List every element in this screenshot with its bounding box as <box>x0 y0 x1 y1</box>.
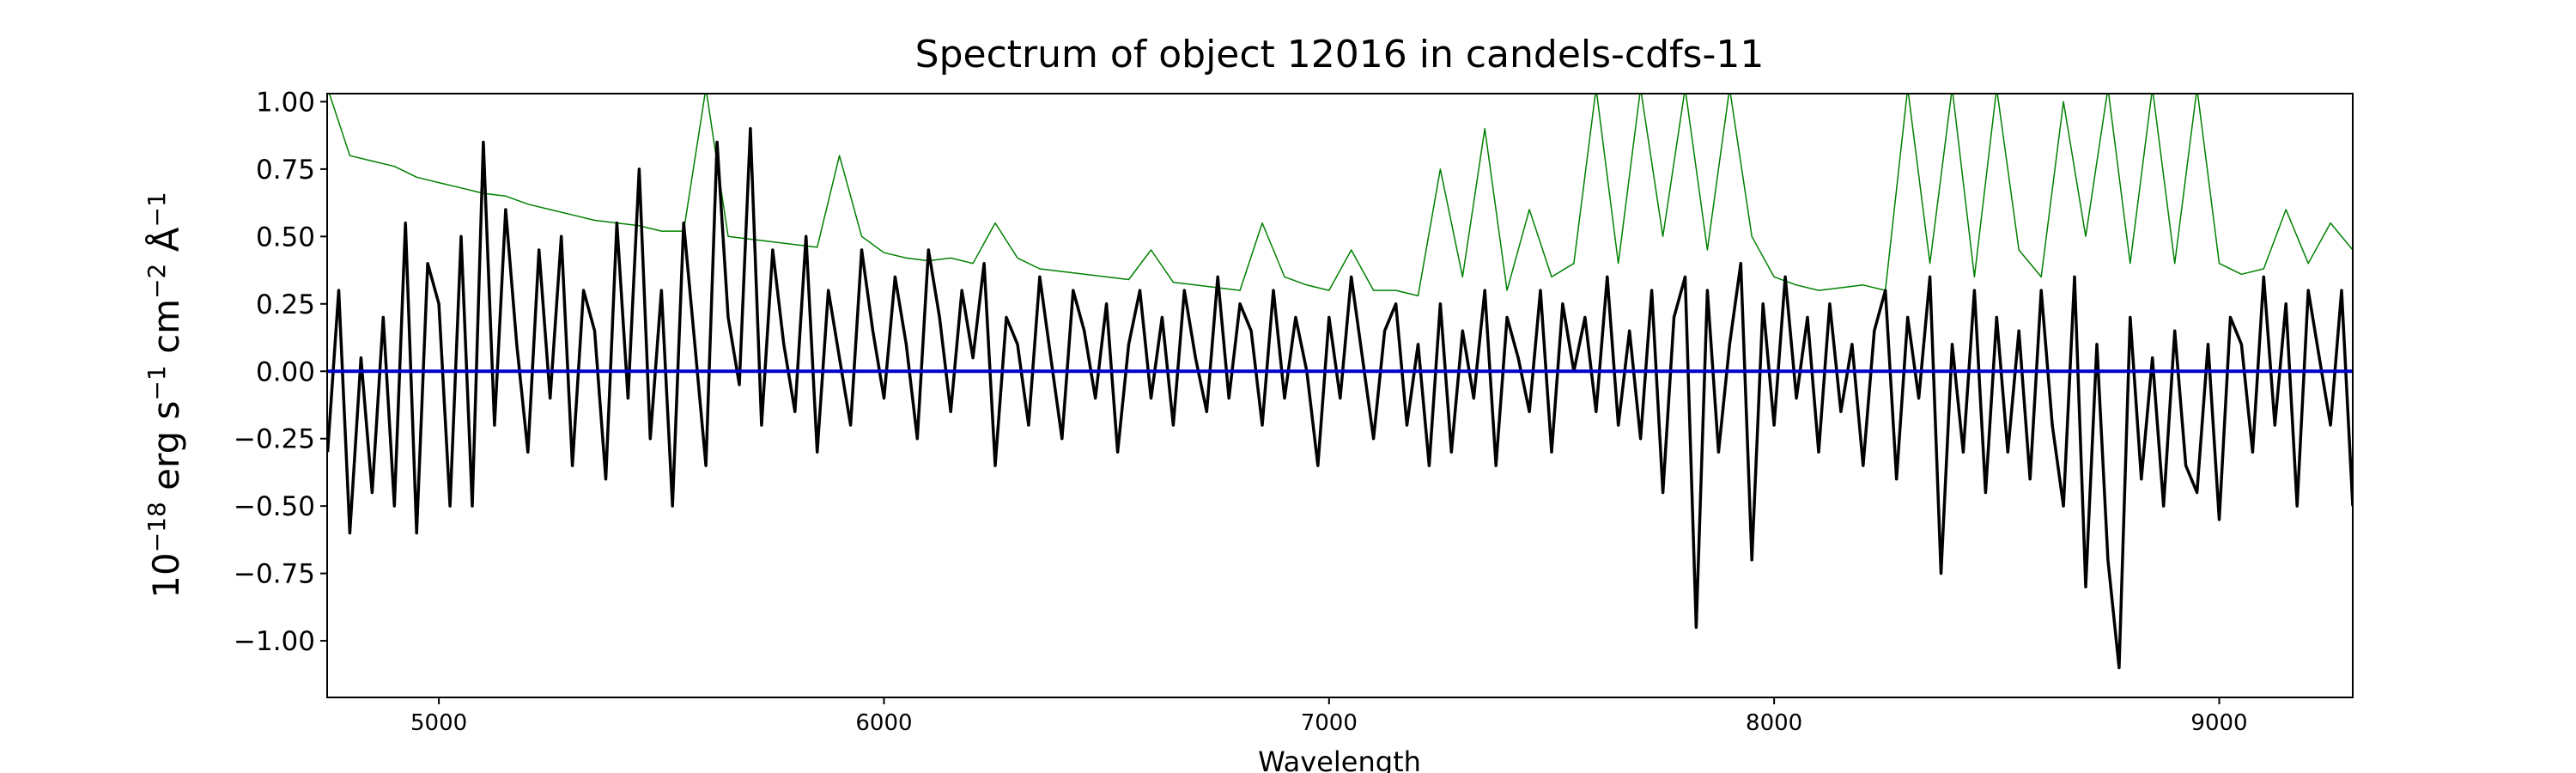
x-axis-label: Wavelength <box>1258 746 1421 773</box>
x-tick-label: 6000 <box>855 710 912 736</box>
y-tick-label: −0.25 <box>234 424 315 455</box>
y-label-sup: −1 <box>143 192 171 227</box>
x-tick-label: 8000 <box>1746 710 1802 736</box>
x-tick-label: 7000 <box>1301 710 1358 736</box>
y-label-sup: −1 <box>143 365 171 400</box>
axes-frame <box>326 93 2354 698</box>
y-label-part: Å <box>144 227 187 263</box>
y-tick-label: −0.75 <box>234 559 315 590</box>
x-tick-label: 9000 <box>2190 710 2247 736</box>
y-label-sup: −2 <box>143 264 171 299</box>
y-tick-label: 0.25 <box>256 289 315 320</box>
y-label-part: 10 <box>145 552 187 598</box>
x-axis-ticks: 5000 6000 7000 8000 9000 <box>410 697 2248 736</box>
x-tick-label: 5000 <box>410 710 467 736</box>
chart-title: Spectrum of object 12016 in candels-cdfs… <box>915 33 1765 76</box>
y-label-part: cm <box>145 299 187 365</box>
y-axis-label: 10−18 erg s−1 cm−2 Å−1 <box>143 192 187 598</box>
flux-series-line <box>327 127 2353 670</box>
y-tick-label: −0.50 <box>234 491 315 522</box>
y-label-sup: −18 <box>143 502 171 552</box>
y-tick-label: −1.00 <box>234 626 315 657</box>
error-series-line <box>328 94 2353 297</box>
y-tick-label: 1.00 <box>256 87 315 118</box>
y-tick-label: 0.75 <box>256 155 315 186</box>
y-tick-label: 0.00 <box>256 356 315 387</box>
y-axis-ticks: 1.00 0.75 0.50 0.25 0.00 −0.25 −0.50 −0.75 −1.00 <box>234 87 327 657</box>
y-label-part: erg s <box>145 401 187 502</box>
plot-area <box>327 94 2353 670</box>
y-tick-label: 0.50 <box>256 222 315 253</box>
